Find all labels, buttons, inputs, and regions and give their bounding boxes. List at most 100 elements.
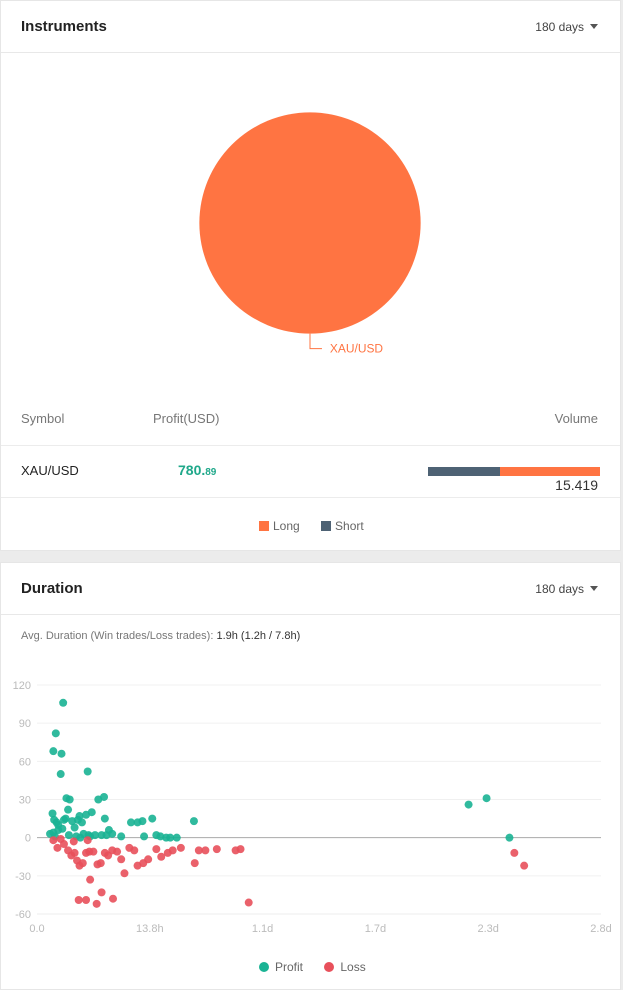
- profit-point[interactable]: [61, 814, 70, 823]
- duration-scatter-chart: 120 90 60 30 0 -30 -60 0.0 13.8h 1.1d 1.7d 2.3d 2.8d: [13, 680, 612, 935]
- profit-point[interactable]: [58, 824, 67, 833]
- loss-point[interactable]: [201, 846, 210, 855]
- loss-point[interactable]: [97, 888, 106, 897]
- row-symbol: XAU/USD: [21, 463, 79, 478]
- legend-item-profit[interactable]: Profit: [259, 960, 303, 974]
- loss-point[interactable]: [82, 896, 91, 905]
- profit-point[interactable]: [64, 805, 73, 814]
- loss-point[interactable]: [86, 875, 95, 884]
- instruments-range-dropdown[interactable]: 180 days: [535, 20, 598, 34]
- loss-point[interactable]: [510, 848, 519, 857]
- profit-point[interactable]: [108, 829, 117, 838]
- profit-point[interactable]: [505, 833, 514, 842]
- y-tick-label: 90: [19, 718, 31, 730]
- profit-point[interactable]: [76, 833, 85, 842]
- instruments-range-label: 180 days: [535, 20, 584, 34]
- loss-point[interactable]: [109, 894, 118, 903]
- row-volume: 15.419: [555, 477, 598, 493]
- profit-point[interactable]: [464, 800, 473, 809]
- profit-point[interactable]: [87, 808, 96, 817]
- profit-point[interactable]: [100, 814, 109, 823]
- duration-title: Duration: [21, 580, 83, 597]
- profit-point[interactable]: [482, 794, 491, 803]
- loss-point[interactable]: [120, 869, 129, 878]
- profit-point[interactable]: [189, 817, 198, 826]
- loss-point[interactable]: [70, 848, 79, 857]
- x-tick-label: 1.7d: [365, 923, 386, 935]
- duration-range-dropdown[interactable]: 180 days: [535, 582, 598, 596]
- profit-point[interactable]: [70, 823, 79, 832]
- loss-point[interactable]: [520, 861, 529, 870]
- profit-point[interactable]: [138, 817, 147, 826]
- legend-dot-profit: [259, 962, 269, 972]
- loss-point[interactable]: [244, 898, 253, 907]
- profit-point[interactable]: [117, 832, 126, 841]
- profit-point[interactable]: [148, 814, 157, 823]
- loss-point[interactable]: [78, 859, 87, 868]
- table-divider: [1, 445, 620, 446]
- legend-item-short[interactable]: Short: [321, 519, 364, 533]
- profit-point[interactable]: [65, 795, 74, 804]
- legend-item-loss[interactable]: Loss: [324, 960, 366, 974]
- y-tick-label: 0: [25, 833, 31, 845]
- instruments-legend: Long Short: [259, 519, 382, 533]
- legend-dot-loss: [324, 962, 335, 972]
- profit-point[interactable]: [48, 809, 57, 818]
- profit-point[interactable]: [127, 818, 135, 827]
- profit-point[interactable]: [75, 812, 84, 821]
- profit-point[interactable]: [91, 831, 100, 840]
- profit-point[interactable]: [77, 818, 86, 827]
- profit-point[interactable]: [100, 792, 109, 801]
- profit-point[interactable]: [83, 767, 92, 776]
- instruments-card: Instruments 180 days XAU/USD Symbol Prof…: [0, 0, 621, 551]
- profit-point[interactable]: [172, 833, 181, 842]
- profit-point[interactable]: [64, 831, 73, 840]
- x-tick-label: 0.0: [29, 923, 44, 935]
- profit-point[interactable]: [49, 747, 58, 756]
- loss-point[interactable]: [69, 837, 78, 846]
- profit-point[interactable]: [51, 729, 60, 738]
- profit-point[interactable]: [59, 698, 68, 707]
- pie-slice-xau-usd[interactable]: [199, 112, 421, 334]
- profit-point[interactable]: [57, 749, 66, 758]
- x-tick-label: 13.8h: [136, 923, 164, 935]
- loss-point[interactable]: [113, 847, 122, 856]
- col-header-volume: Volume: [554, 411, 598, 426]
- caret-down-icon: [590, 586, 598, 591]
- profit-point[interactable]: [140, 832, 149, 841]
- loss-point[interactable]: [130, 846, 139, 855]
- legend-swatch-long: [259, 521, 269, 531]
- y-tick-label: 120: [13, 680, 31, 692]
- x-tick-label: 2.3d: [477, 923, 498, 935]
- avg-duration: Avg. Duration (Win trades/Loss trades): …: [21, 630, 300, 642]
- loss-point[interactable]: [194, 846, 203, 855]
- y-tick-label: 30: [19, 795, 31, 807]
- loss-point[interactable]: [144, 855, 153, 864]
- duration-legend: Profit Loss: [259, 960, 384, 974]
- loss-point[interactable]: [74, 896, 83, 905]
- legend-label-short: Short: [335, 519, 364, 533]
- loss-point[interactable]: [176, 843, 185, 852]
- profit-point[interactable]: [166, 833, 175, 842]
- legend-swatch-short: [321, 521, 332, 531]
- loss-point[interactable]: [236, 845, 245, 854]
- profit-point[interactable]: [56, 770, 65, 779]
- loss-point[interactable]: [56, 834, 65, 843]
- loss-point[interactable]: [190, 859, 199, 868]
- volume-bar-short: [428, 467, 501, 476]
- loss-point[interactable]: [117, 855, 126, 864]
- legend-label-loss: Loss: [340, 960, 366, 974]
- loss-point[interactable]: [92, 899, 101, 908]
- loss-point[interactable]: [83, 836, 92, 845]
- loss-point[interactable]: [96, 859, 105, 868]
- loss-point[interactable]: [89, 847, 98, 856]
- volume-bar: [428, 467, 600, 476]
- loss-point[interactable]: [168, 846, 177, 855]
- legend-item-long[interactable]: Long: [259, 519, 300, 533]
- loss-point[interactable]: [212, 845, 221, 854]
- y-tick-label: -30: [15, 871, 31, 883]
- loss-point[interactable]: [49, 836, 58, 845]
- loss-point[interactable]: [152, 845, 161, 854]
- loss-point[interactable]: [53, 843, 62, 852]
- loss-point[interactable]: [157, 852, 166, 861]
